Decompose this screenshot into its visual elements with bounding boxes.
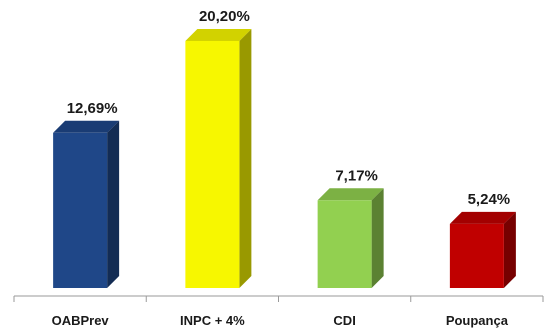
data-label: 7,17% [335,167,378,184]
x-tick-label: INPC + 4% [180,313,245,328]
bar-2 [185,28,252,289]
x-axis-ticks [13,296,544,302]
bar-3 [317,188,384,288]
bar-front-face [53,132,108,288]
bar-1 [53,120,120,288]
bar-4 [449,211,516,288]
bar-side-face [371,188,384,288]
bar-side-face [239,28,252,288]
x-tick-label: Poupança [446,313,509,328]
bar-top-face [185,28,252,41]
bar-top-face [449,211,516,224]
labels-group: 12,69% OABPrev 20,20% INPC + 4% 7,17% CDI 5,24… [52,8,511,328]
bar-side-face [107,120,120,288]
bar-front-face [449,223,504,288]
data-label: 20,20% [199,8,250,25]
data-label: 5,24% [468,191,511,208]
bar-top-face [53,120,120,133]
bar-front-face [185,40,240,289]
bars-group [53,28,516,289]
x-tick-label: OABPrev [52,313,110,328]
data-label: 12,69% [67,100,118,117]
bar-front-face [317,200,372,288]
bar-top-face [317,188,384,201]
x-tick-label: CDI [333,313,355,328]
bar-side-face [503,211,516,288]
